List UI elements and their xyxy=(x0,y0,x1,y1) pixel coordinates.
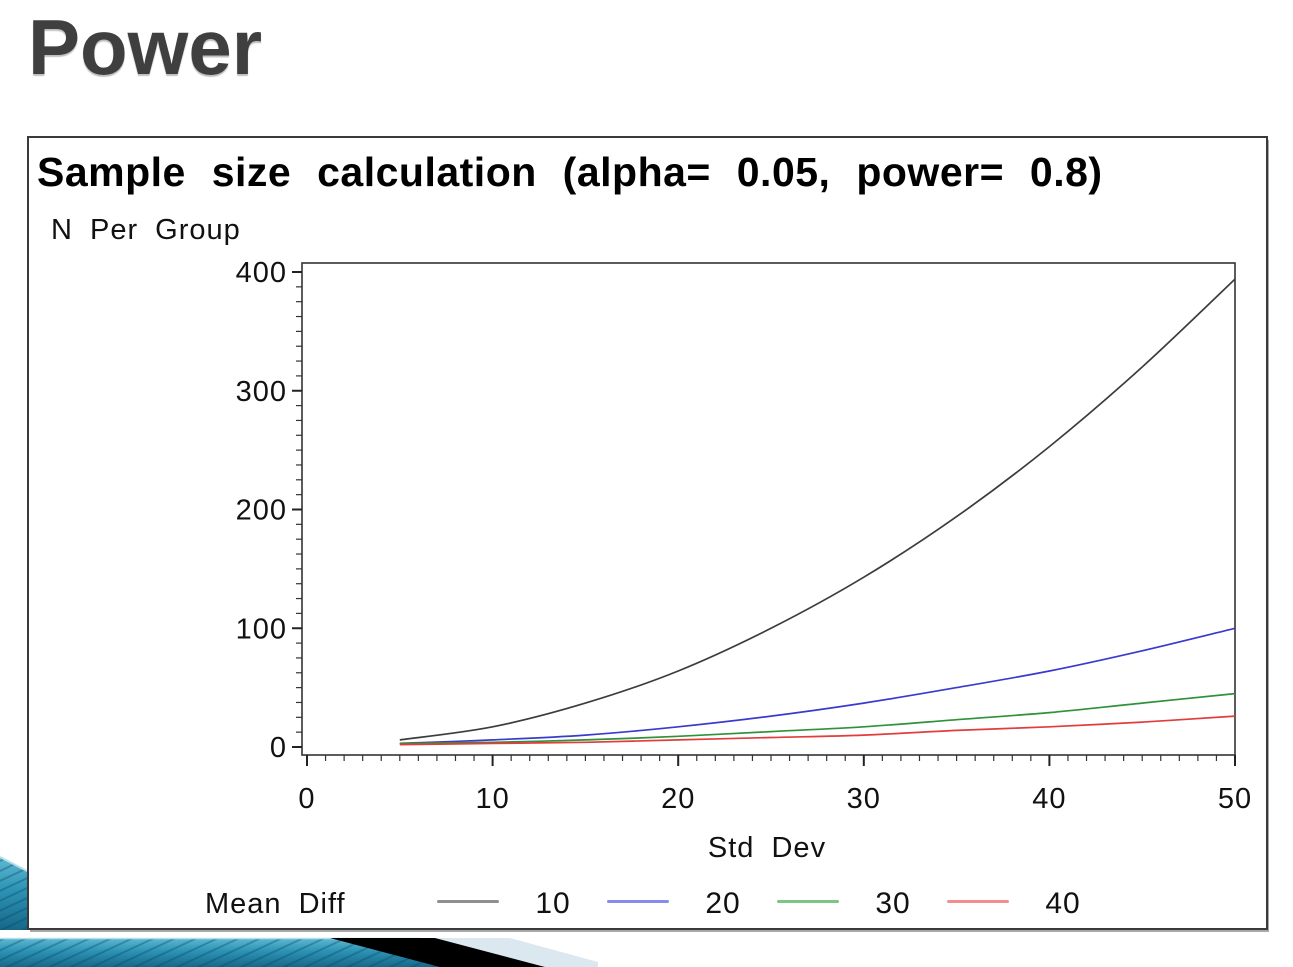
swoosh-decoration xyxy=(0,856,598,967)
plot-area: 0 10 20 30 40 50 0 100 200 300 400 xyxy=(236,257,1252,815)
y-tick-label: 300 xyxy=(236,376,287,408)
chart-panel: Sample size calculation (alpha= 0.05, po… xyxy=(27,136,1268,930)
x-tick-label: 50 xyxy=(1218,783,1252,815)
y-tick-label: 0 xyxy=(270,732,287,764)
slide-title: Power xyxy=(28,3,263,91)
x-axis-title: Std Dev xyxy=(707,832,827,864)
series-line-20 xyxy=(399,627,1236,745)
x-tick-label: 40 xyxy=(1032,783,1066,815)
y-tick-label: 400 xyxy=(236,257,287,289)
pale-band xyxy=(435,938,598,967)
x-tick-label: 10 xyxy=(475,783,509,815)
plot-frame xyxy=(301,262,1236,756)
y-tick-label: 200 xyxy=(236,495,287,527)
series-line-10 xyxy=(399,278,1236,741)
x-tick-label: 30 xyxy=(847,783,881,815)
x-tick-label: 20 xyxy=(661,783,695,815)
chart-title: Sample size calculation (alpha= 0.05, po… xyxy=(37,149,1103,195)
x-tick-label: 0 xyxy=(298,783,315,815)
y-axis-title: N Per Group xyxy=(51,214,241,246)
black-band xyxy=(330,938,545,967)
swoosh-left-wedge xyxy=(0,856,30,930)
series-line-40 xyxy=(399,715,1236,746)
swoosh-bottom-strip xyxy=(0,937,598,967)
y-tick-label: 100 xyxy=(236,613,287,645)
series-line-30 xyxy=(399,692,1236,745)
